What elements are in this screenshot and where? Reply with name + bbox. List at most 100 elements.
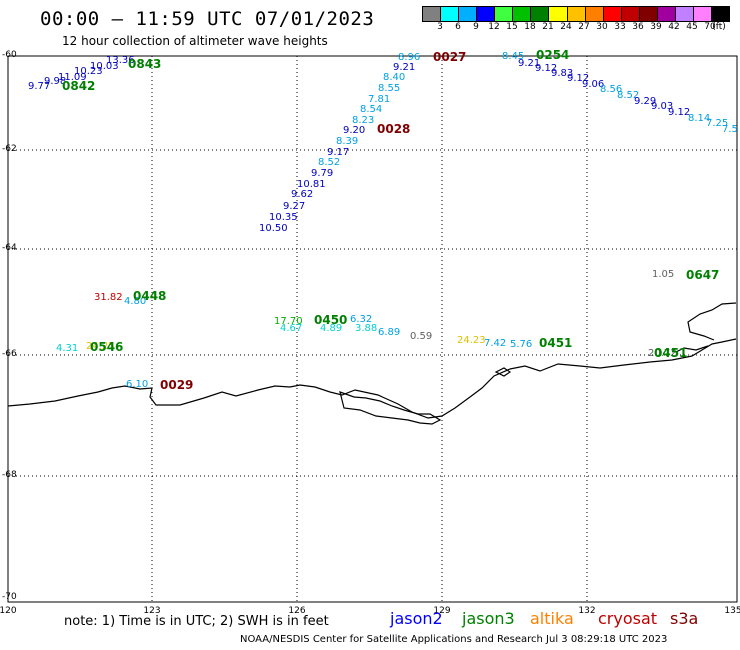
coast-fragment: [675, 345, 709, 353]
ice-shelf-outline: [339, 391, 442, 425]
wave-height-label: 10.50: [259, 223, 288, 234]
wave-height-label: 9.12: [668, 107, 691, 118]
wave-height-label: 10.35: [269, 212, 298, 223]
color-swatch: [657, 7, 676, 21]
wave-height-label: 8.52: [617, 90, 640, 101]
color-swatch: [639, 7, 658, 21]
wave-height-label: 9.27: [283, 201, 306, 212]
map-frame: [7, 55, 738, 603]
color-scale-tick: 27: [578, 22, 590, 32]
wave-height-label: 8.40: [383, 72, 406, 83]
legend-altika: altika: [530, 609, 574, 628]
pass-time-label: 0029: [160, 378, 194, 392]
wave-height-label: 8.14: [688, 113, 711, 124]
longitude-label: 126: [288, 606, 306, 616]
wave-height-label: 8.55: [378, 83, 401, 94]
wave-height-label: 8.39: [336, 136, 359, 147]
color-swatch: [712, 7, 730, 21]
wave-height-label: 9.83: [551, 68, 574, 79]
wave-height-label: 8.96: [398, 52, 421, 63]
legend-s3a: s3a: [670, 609, 699, 628]
color-scale-tick: 6: [455, 22, 461, 32]
wave-height-label: 9.17: [327, 147, 350, 158]
wave-height-label: 24.25: [86, 341, 115, 352]
color-scale-tick: 3: [437, 22, 443, 32]
color-scale-tick: 70: [704, 22, 716, 32]
footer-note: note: 1) Time is in UTC; 2) SWH is in fe…: [64, 614, 329, 629]
wave-height-label: 8.52: [318, 157, 341, 168]
color-scale-tick: 18: [524, 22, 536, 32]
wave-height-label: 6.89: [378, 327, 401, 338]
wave-height-label: 6.32: [350, 314, 373, 325]
wave-height-label: 8.56: [600, 84, 623, 95]
color-scale-tick: 36: [632, 22, 644, 32]
island-outline: [494, 367, 512, 377]
color-scale-tick: 30: [596, 22, 608, 32]
wave-height-label: 13.36: [106, 55, 135, 66]
pass-time-label: 0842: [62, 79, 96, 93]
wave-height-label: 9.98: [44, 76, 67, 87]
color-swatch: [549, 7, 568, 21]
legend-jason2: jason2: [390, 609, 443, 628]
longitude-label: 135: [724, 606, 740, 616]
wave-height-label: 24.23: [457, 335, 486, 346]
wave-height-label: 10.81: [297, 179, 326, 190]
latitude-label: -66: [2, 349, 17, 359]
color-swatch: [423, 7, 442, 21]
wave-height-label: 8.23: [352, 115, 375, 126]
latitude-label: -60: [2, 50, 17, 60]
color-swatch: [513, 7, 532, 21]
credit-line: NOAA/NESDIS Center for Satellite Applica…: [240, 634, 668, 645]
color-swatch: [459, 7, 478, 21]
antarctic-coastline: [7, 338, 737, 419]
wave-height-label: 7.5: [722, 124, 738, 135]
wave-height-label: 3.88: [355, 323, 378, 334]
wave-height-label: 4.31: [56, 343, 79, 354]
pass-time-label: 0450: [314, 313, 348, 327]
color-swatch: [477, 7, 496, 21]
latitude-label: -70: [2, 592, 17, 602]
longitude-label: 123: [143, 606, 161, 616]
color-swatch: [675, 7, 694, 21]
wave-height-label: 4.80: [124, 296, 147, 307]
wave-height-label: 10.03: [90, 61, 119, 72]
color-swatch: [531, 7, 550, 21]
color-swatch: [621, 7, 640, 21]
map-title: 00:00 – 11:59 UTC 07/01/2023: [40, 8, 375, 30]
wave-height-label: 10.23: [74, 66, 103, 77]
pass-time-label: 0028: [377, 122, 411, 136]
color-swatch: [603, 7, 622, 21]
longitude-label: 120: [0, 606, 17, 616]
wave-height-label: 0.59: [410, 331, 433, 342]
color-scale-bar: [422, 6, 730, 22]
wave-height-label: 9.12: [535, 63, 558, 74]
map-subtitle: 12 hour collection of altimeter wave hei…: [62, 34, 328, 48]
wave-height-label: 9.20: [343, 125, 366, 136]
wave-height-label: 7.42: [484, 338, 507, 349]
wave-height-label: 6.10: [126, 379, 149, 390]
color-swatch: [693, 7, 712, 21]
color-swatch: [441, 7, 460, 21]
pass-time-label: 0546: [90, 340, 124, 354]
wave-height-label: 9.12: [567, 73, 590, 84]
color-swatch: [585, 7, 604, 21]
wave-height-label: 9.62: [291, 189, 314, 200]
wave-height-label: 8.54: [360, 104, 383, 115]
color-swatch: [567, 7, 586, 21]
pass-time-label: 0647: [686, 268, 720, 282]
color-scale-tick: 12: [488, 22, 500, 32]
pass-time-label: 0843: [128, 57, 162, 71]
wave-height-label: 9.03: [651, 101, 674, 112]
wave-height-label: 4.67: [280, 323, 303, 334]
wave-height-label: 9.77: [28, 81, 51, 92]
legend-jason3: jason3: [462, 609, 515, 628]
pass-time-label: 0451: [654, 346, 688, 360]
color-scale-tick: 39: [650, 22, 662, 32]
color-scale-tick: 9: [473, 22, 479, 32]
wave-height-label: 9.21: [393, 62, 416, 73]
wave-height-label: 9.29: [634, 96, 657, 107]
peninsula-outline: [687, 302, 737, 341]
color-scale-tick: (ft): [712, 22, 726, 32]
color-scale-tick: 24: [560, 22, 572, 32]
